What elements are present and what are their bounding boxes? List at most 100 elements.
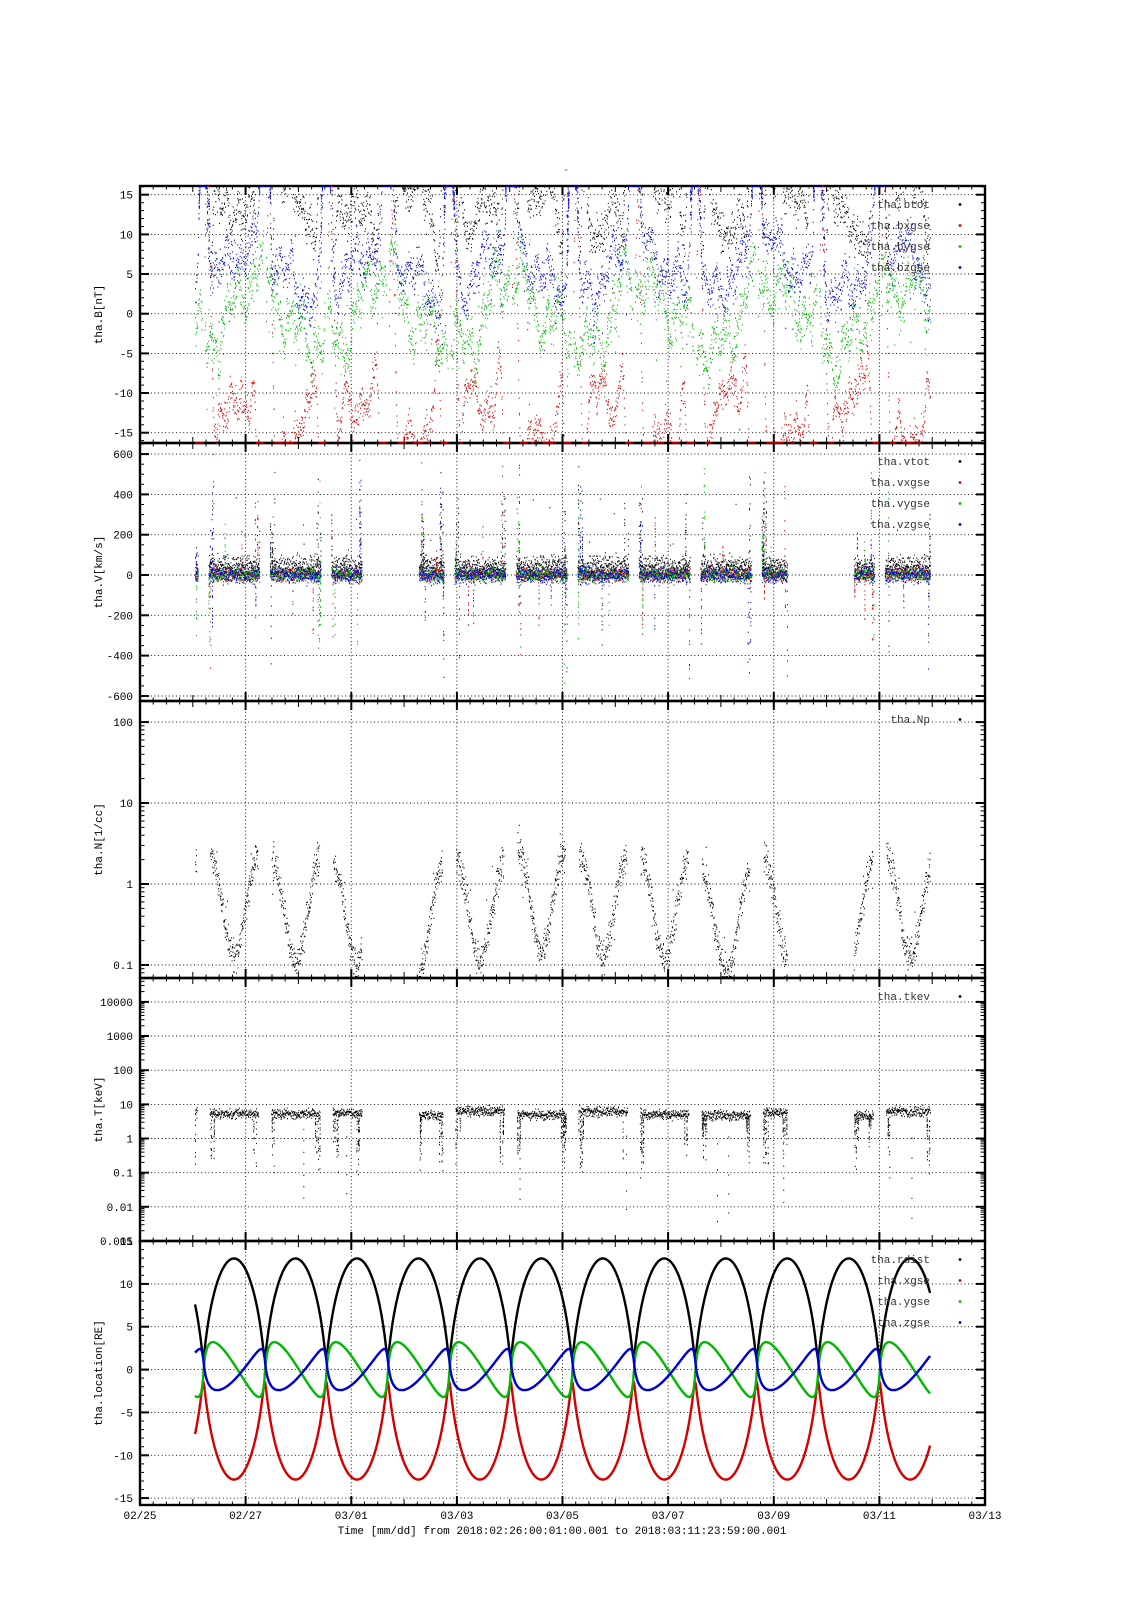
- ytick-label: 600: [113, 450, 133, 462]
- ytick-label: -10: [113, 1451, 133, 1463]
- xtick-label: 03/11: [863, 1511, 896, 1523]
- ytick-label: -5: [120, 349, 133, 361]
- legend-marker: [958, 718, 962, 721]
- series-bzgse: [195, 185, 931, 367]
- panel-loc-axis-labels: 15 10 5 0 -5 -10 -15 tha.location[RE]: [94, 1237, 133, 1506]
- series-bxgse: [195, 185, 931, 444]
- xtick-label: 03/03: [440, 1511, 473, 1523]
- legend-loc: tha.rdist tha.xgse tha.ygse tha.zgse: [871, 1255, 962, 1330]
- y-axis-title-v: tha.V[km/s]: [94, 536, 106, 609]
- legend-label: tha.xgse: [877, 1276, 930, 1288]
- ytick-label: -400: [107, 652, 133, 664]
- y-axis-title-b: tha.B[nT]: [94, 285, 106, 344]
- legend-v: tha.vtot tha.vxgse tha.vygse tha.vzgse: [871, 457, 962, 532]
- ytick-label: 5: [126, 270, 133, 282]
- series-btot: [195, 185, 931, 293]
- series-Np: [195, 824, 931, 978]
- legend-label: tha.vygse: [871, 499, 930, 511]
- ytick-label: 0: [126, 1366, 133, 1378]
- panel-b-grid: [140, 186, 985, 443]
- legend-label: tha.bygse: [871, 242, 930, 254]
- legend-marker: [958, 502, 962, 505]
- ytick-label: -10: [113, 389, 133, 401]
- series-xgse: [193, 1380, 932, 1481]
- legend-n: tha.Np: [890, 715, 962, 727]
- xtick-label: 02/25: [123, 1511, 156, 1523]
- legend-marker: [958, 203, 962, 206]
- xtick-label: 03/01: [335, 1511, 368, 1523]
- ytick-label: 0: [126, 571, 133, 583]
- legend-marker: [958, 266, 962, 269]
- ytick-label: 10: [120, 1100, 133, 1112]
- ytick-label: 100: [113, 1066, 133, 1078]
- xtick-label: 02/27: [229, 1511, 262, 1523]
- legend-b: tha.btot tha.bxgse tha.bygse tha.bzgse: [871, 200, 962, 275]
- xtick-label: 03/05: [546, 1511, 579, 1523]
- panel-t-data: [194, 1104, 931, 1237]
- series-bygse: [195, 200, 931, 428]
- ytick-label: 0.001: [100, 1237, 133, 1249]
- axis-label-layer: 151050-5-10-15tha.B[nT]6004002000-200-40…: [94, 191, 1002, 1523]
- ytick-label: 10: [120, 230, 133, 242]
- legend-marker: [958, 460, 962, 463]
- legend-label: tha.vzgse: [871, 520, 930, 532]
- panel-v-axis-labels: 600 400 200 0 -200 -400 -600 tha.V[km/s]: [94, 450, 133, 704]
- ytick-label: -200: [107, 611, 133, 623]
- panel-loc-data: [193, 1257, 932, 1481]
- ytick-label: -600: [107, 692, 133, 704]
- panel-n-grid: [140, 701, 985, 978]
- legend-label: tha.Np: [890, 715, 930, 727]
- ytick-label: 10: [120, 1280, 133, 1292]
- y-axis-title-loc: tha.location[RE]: [94, 1320, 106, 1426]
- ytick-label: 1000: [107, 1032, 133, 1044]
- ytick-label: 400: [113, 490, 133, 502]
- ytick-label: 10: [120, 799, 133, 811]
- series-tkev: [194, 1104, 931, 1237]
- x-axis-caption: Time [mm/dd] from 2018:02:26:00:01:00.00…: [338, 1526, 787, 1538]
- legend-marker: [958, 1321, 962, 1324]
- xtick-label: 03/09: [757, 1511, 790, 1523]
- legend-t: tha.tkev: [877, 992, 962, 1004]
- legend-marker: [958, 245, 962, 248]
- legend-marker: [958, 481, 962, 484]
- ytick-label: -15: [113, 1494, 133, 1506]
- y-axis-title-n: tha.N[1/cc]: [94, 803, 106, 876]
- xtick-label: 03/13: [968, 1511, 1001, 1523]
- panel-t-axis-labels: 10000 1000 100 10 1 0.1 0.01 0.001 tha.T[keV]: [94, 998, 133, 1249]
- legend-marker: [958, 1258, 962, 1261]
- legend-marker: [958, 1300, 962, 1303]
- series-zgse: [194, 1347, 932, 1392]
- panel-b-frame: [138, 184, 987, 445]
- legend-marker: [958, 1279, 962, 1282]
- legend-label: tha.zgse: [877, 1318, 930, 1330]
- panel-n-frame: [138, 699, 987, 980]
- ytick-label: 0.01: [107, 1203, 134, 1215]
- legend-marker: [958, 523, 962, 526]
- legend-marker: [958, 224, 962, 227]
- ytick-label: 100: [113, 718, 133, 730]
- ytick-label: 1: [126, 1135, 133, 1147]
- legend-layer: tha.btot tha.bxgse tha.bygse tha.bzgse tha.v…: [871, 200, 962, 1330]
- series-ygse: [194, 1340, 932, 1399]
- y-axis-title-t: tha.T[keV]: [94, 1076, 106, 1142]
- panel-b-data: [195, 185, 931, 444]
- ytick-label: 15: [120, 191, 133, 203]
- ytick-label: 10000: [100, 998, 133, 1010]
- legend-label: tha.btot: [877, 200, 930, 212]
- x-tick-labels: 02/25 02/27 03/01 03/03 03/05 03/07 03/09 03/11…: [123, 1511, 1001, 1523]
- ytick-label: 0: [126, 310, 133, 322]
- panel-n-data: [195, 824, 931, 978]
- legend-label: tha.tkev: [877, 992, 930, 1004]
- series-vzgse: [195, 459, 931, 680]
- figure-title-dash: -: [563, 165, 570, 177]
- ytick-label: 5: [126, 1323, 133, 1335]
- ytick-label: 1: [126, 880, 133, 892]
- ytick-label: -15: [113, 429, 133, 441]
- series-rdist: [193, 1257, 932, 1359]
- xtick-label: 03/07: [652, 1511, 685, 1523]
- legend-marker: [958, 995, 962, 998]
- panel-loc-frame: [138, 1239, 987, 1507]
- panel-b-axis-labels: 15 10 5 0 -5 -10 -15 tha.B[nT]: [94, 191, 133, 441]
